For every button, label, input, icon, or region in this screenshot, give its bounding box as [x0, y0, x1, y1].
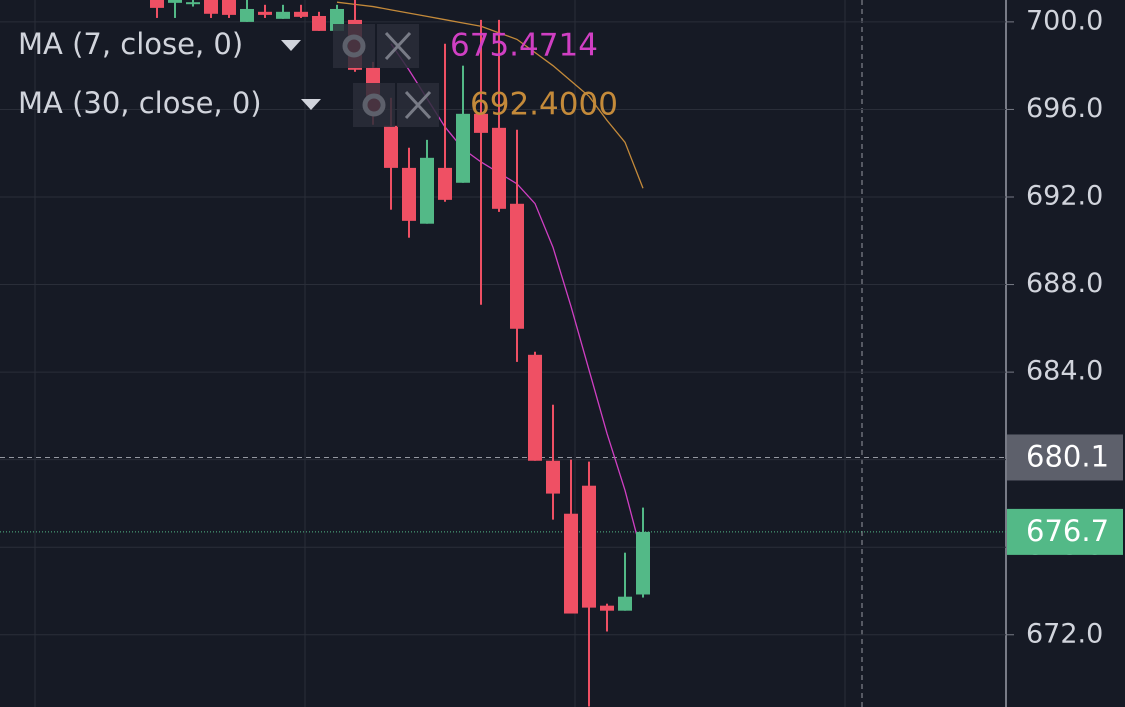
- candle-body: [384, 125, 398, 168]
- close-icon: [384, 31, 412, 61]
- legend-value: 692.4000: [470, 87, 618, 123]
- y-tick-label: 672.0: [1026, 618, 1103, 649]
- candle-body: [258, 11, 272, 15]
- candle-body: [456, 113, 470, 183]
- y-tick-label: 696.0: [1026, 93, 1103, 124]
- candle-body: [438, 167, 452, 200]
- candle-body: [402, 167, 416, 221]
- candle-body: [636, 531, 650, 595]
- legend-dropdown: [301, 99, 321, 110]
- candle-body: [474, 113, 488, 133]
- candle-body: [204, 0, 218, 14]
- legend-name: MA (30, close, 0): [18, 86, 262, 120]
- candle-body: [582, 485, 596, 608]
- settings-icon: [362, 93, 386, 117]
- candle-body: [312, 15, 326, 31]
- last-price-label: 676.7: [1026, 514, 1109, 548]
- candle-body: [492, 127, 506, 209]
- candle-body: [420, 157, 434, 224]
- settings-button[interactable]: [353, 83, 395, 127]
- crosshair-price-label: 680.1: [1026, 439, 1109, 473]
- settings-button[interactable]: [333, 24, 375, 68]
- settings-icon: [342, 34, 366, 58]
- candle-body: [546, 460, 560, 494]
- crosshair-price-box: [1007, 434, 1123, 481]
- candle-body: [510, 203, 524, 329]
- candle-body: [240, 8, 254, 22]
- candle-body: [618, 596, 632, 611]
- y-tick-label: 692.0: [1026, 180, 1103, 211]
- candle-body: [276, 11, 290, 19]
- legend-value: 675.4714: [450, 28, 598, 64]
- y-tick-label: 700.0: [1026, 5, 1103, 36]
- candle-body: [600, 605, 614, 611]
- y-tick-label: 688.0: [1026, 268, 1103, 299]
- ma-line: [336, 1, 644, 189]
- legend-name: MA (7, close, 0): [18, 27, 243, 61]
- candle-body: [294, 11, 308, 17]
- legend-dropdown: [281, 40, 301, 51]
- candle-body: [186, 2, 200, 5]
- candle-body: [168, 0, 182, 3]
- y-tick-label: 684.0: [1026, 356, 1103, 387]
- candle-body: [564, 513, 578, 614]
- candle-body: [528, 354, 542, 461]
- candle-body: [150, 0, 164, 8]
- candle-body: [222, 0, 236, 15]
- last-price-box: [1007, 508, 1123, 555]
- close-icon: [404, 90, 432, 120]
